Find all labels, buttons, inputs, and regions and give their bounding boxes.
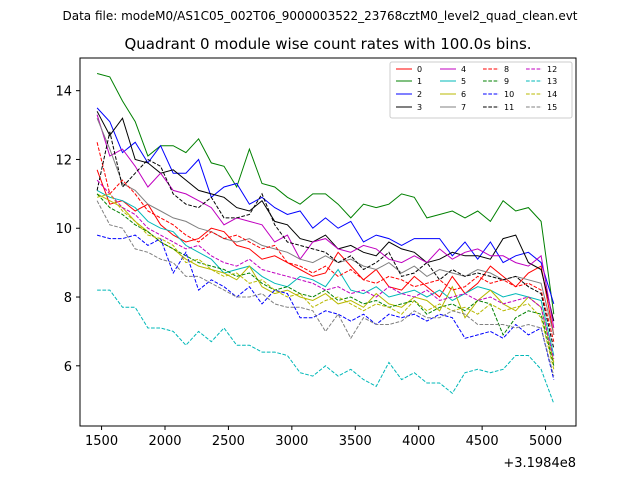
- x-tick-label: 3500: [339, 434, 372, 449]
- series-line-10: [96, 234, 555, 380]
- series-line-14: [96, 193, 555, 370]
- y-axis: 6 8 10 12 14: [55, 85, 80, 375]
- legend-label-4: 4: [461, 65, 466, 74]
- x-tick-label: 3000: [275, 434, 308, 449]
- y-tick-label: 6: [64, 360, 72, 375]
- series-line-8: [96, 142, 555, 342]
- series-line-11: [96, 131, 555, 349]
- legend-label-11: 11: [504, 103, 514, 112]
- x-tick-label: 5000: [529, 434, 562, 449]
- series-line-0: [96, 169, 555, 335]
- chart-title: Quadrant 0 module wise count rates with …: [124, 35, 531, 53]
- y-tick-label: 10: [55, 222, 72, 237]
- y-tick-label: 12: [55, 153, 72, 168]
- y-tick-label: 14: [55, 85, 72, 100]
- legend-label-8: 8: [504, 65, 509, 74]
- legend-label-15: 15: [547, 103, 557, 112]
- legend-label-12: 12: [547, 65, 557, 74]
- series-line-2: [96, 107, 555, 305]
- legend-label-9: 9: [504, 77, 509, 86]
- series-line-7: [96, 118, 555, 336]
- legend-label-5: 5: [461, 77, 466, 86]
- series-line-15: [96, 200, 555, 377]
- x-axis: 1500 2000 2500 3000 3500 4000 4500 5000: [85, 426, 562, 449]
- x-tick-label: 4000: [402, 434, 435, 449]
- plot-area: [79, 57, 577, 427]
- y-tick-label: 8: [64, 291, 72, 306]
- axes-frame: [79, 57, 577, 427]
- legend-label-2: 2: [417, 90, 422, 99]
- series-line-13: [97, 289, 555, 404]
- legend-label-3: 3: [417, 103, 422, 112]
- series-line-4: [96, 114, 555, 329]
- x-tick-label: 1500: [85, 434, 118, 449]
- plot-background: [80, 58, 576, 426]
- legend-label-10: 10: [504, 90, 514, 99]
- x-tick-label: 4500: [466, 434, 499, 449]
- legend-label-6: 6: [461, 90, 466, 99]
- series-line-3: [96, 111, 555, 322]
- legend-label-13: 13: [547, 77, 557, 86]
- series-line-9: [96, 193, 555, 366]
- legend-label-14: 14: [547, 90, 557, 99]
- series-line-1: [96, 73, 555, 315]
- data-file-suptitle: Data file: modeM0/AS1C05_002T06_90000035…: [62, 9, 577, 23]
- x-offset-label: +3.1984e8: [503, 456, 576, 471]
- legend-label-7: 7: [461, 103, 466, 112]
- x-tick-label: 2000: [148, 434, 181, 449]
- series-line-5: [96, 189, 555, 356]
- x-tick-label: 2500: [212, 434, 245, 449]
- legend-label-0: 0: [417, 65, 422, 74]
- series-layer: [96, 73, 555, 404]
- legend-box: [389, 61, 573, 119]
- legend-label-1: 1: [417, 77, 422, 86]
